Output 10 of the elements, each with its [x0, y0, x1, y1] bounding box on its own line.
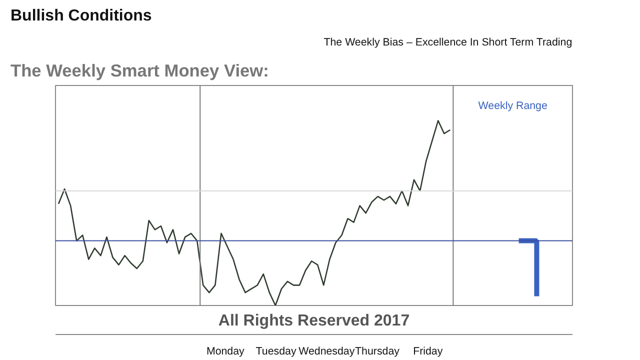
chart-subtitle: The Weekly Smart Money View: [10, 60, 269, 80]
chart-title: Bullish Conditions [10, 8, 152, 24]
text: All Rights Reserved 2017 [218, 312, 410, 330]
text: Friday [413, 346, 444, 358]
text: The Weekly Bias – Excellence In Short Term Trading [324, 36, 572, 48]
text: Thursday [355, 346, 400, 358]
text: Tuesday [256, 346, 297, 358]
text: Monday [206, 346, 246, 358]
text: Wednesday [298, 346, 356, 358]
text: Weekly Range [478, 100, 548, 112]
